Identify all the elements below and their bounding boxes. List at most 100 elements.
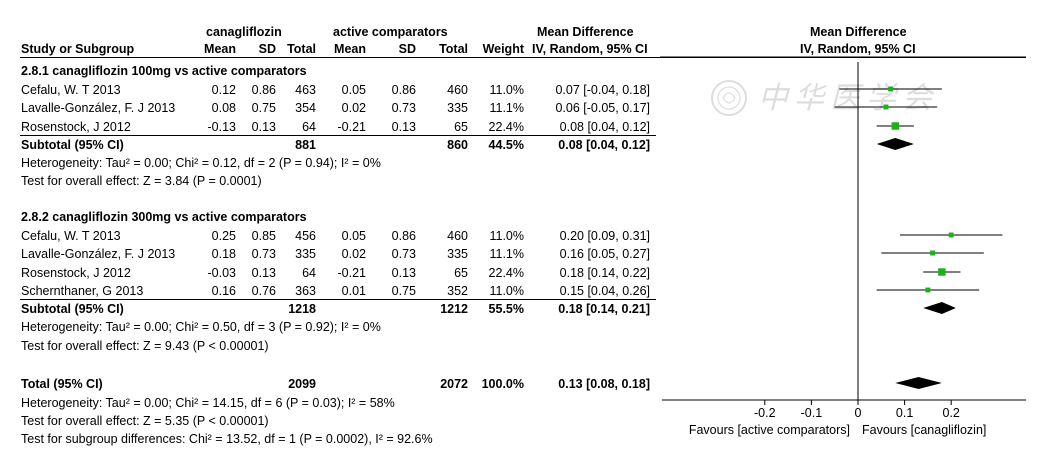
study-point-marker [938, 268, 946, 276]
sd2: 0.86 [391, 83, 416, 97]
sd2: 0.13 [391, 266, 416, 280]
sd1: 0.75 [251, 101, 276, 115]
group2-header: active comparators [333, 25, 448, 39]
total-overall-effect-text: Test for overall effect: Z = 5.35 (P < 0… [21, 414, 269, 428]
study-name: Rosenstock, J 2012 [21, 266, 131, 280]
ci: 0.08 [0.04, 0.12] [559, 120, 650, 134]
plot-title: Mean Difference [810, 25, 907, 39]
col-total2: Total [439, 42, 468, 56]
x-tick-label: 0.1 [896, 406, 913, 420]
mean2: -0.21 [337, 120, 367, 134]
sd1: 0.76 [251, 284, 276, 298]
mean2: -0.21 [337, 266, 367, 280]
mean1: 0.08 [211, 101, 236, 115]
study-point-marker [925, 287, 931, 293]
overall-effect-text: Test for overall effect: Z = 3.84 (P = 0… [21, 174, 262, 188]
subtotal-weight: 44.5% [488, 138, 524, 152]
mean2: 0.02 [341, 101, 366, 115]
mean2: 0.05 [341, 229, 366, 243]
sd1: 0.13 [251, 266, 276, 280]
col-mean2: Mean [334, 42, 366, 56]
weight: 11.0% [489, 284, 524, 298]
mean1: -0.03 [207, 266, 237, 280]
mean1: -0.13 [207, 120, 237, 134]
total-total2: 2072 [440, 377, 468, 391]
mean1: 0.18 [211, 247, 236, 261]
subgroup-title: 2.8.2 canagliflozin 300mg vs active comp… [21, 210, 307, 224]
subtotal-rule [20, 299, 656, 300]
study-point-marker [883, 104, 889, 110]
col-sd1: SD [258, 42, 276, 56]
subtotal-total2: 1212 [440, 302, 468, 316]
watermark-seal [711, 80, 747, 116]
group1-header: canagliflozin [206, 25, 282, 39]
total-label: Total (95% CI) [21, 377, 103, 391]
x-tick-label: -0.2 [754, 406, 776, 420]
study-name: Lavalle-González, F. J 2013 [21, 101, 176, 115]
sd2: 0.13 [391, 120, 416, 134]
subtotal-ci: 0.18 [0.14, 0.21] [558, 302, 650, 316]
sd1: 0.73 [251, 247, 276, 261]
ci: 0.06 [-0.05, 0.17] [555, 101, 650, 115]
sd2: 0.86 [391, 229, 416, 243]
x-tick-label: -0.1 [801, 406, 823, 420]
mean2: 0.05 [341, 83, 366, 97]
total1: 64 [302, 266, 316, 280]
col-sd2: SD [398, 42, 416, 56]
heterogeneity-text: Heterogeneity: Tau² = 0.00; Chi² = 0.50,… [21, 320, 381, 334]
total1: 335 [295, 247, 316, 261]
sd1: 0.85 [251, 229, 276, 243]
sd1: 0.13 [251, 120, 276, 134]
watermark-text: 中华医学会 [758, 81, 938, 116]
subtotal-label: Subtotal (95% CI) [21, 302, 124, 316]
sd2: 0.73 [391, 247, 416, 261]
total2: 335 [447, 247, 468, 261]
overall-effect-text: Test for overall effect: Z = 9.43 (P < 0… [21, 339, 269, 353]
mean1: 0.25 [211, 229, 236, 243]
sd2: 0.75 [391, 284, 416, 298]
total-ci: 0.13 [0.08, 0.18] [558, 377, 650, 391]
favours-left-label: Favours [active comparators] [689, 423, 850, 437]
ci: 0.20 [0.09, 0.31] [559, 229, 650, 243]
weight: 11.1% [489, 101, 524, 115]
total-total1: 2099 [288, 377, 316, 391]
subtotal-ci: 0.08 [0.04, 0.12] [558, 138, 650, 152]
ci: 0.16 [0.05, 0.27] [559, 247, 650, 261]
total2: 460 [447, 83, 468, 97]
sd1: 0.86 [251, 83, 276, 97]
ci: 0.18 [0.14, 0.22] [559, 266, 650, 280]
col-total1: Total [287, 42, 316, 56]
weight: 11.0% [489, 83, 524, 97]
total1: 463 [295, 83, 316, 97]
mean2: 0.02 [341, 247, 366, 261]
study-point-marker [891, 122, 899, 130]
subtotal-total1: 1218 [288, 302, 316, 316]
x-tick-label: 0.2 [943, 406, 960, 420]
mean1: 0.16 [211, 284, 236, 298]
total1: 363 [295, 284, 316, 298]
subgroup-title: 2.8.1 canagliflozin 100mg vs active comp… [21, 64, 307, 78]
subtotal-total1: 881 [295, 138, 316, 152]
study-point-marker [888, 86, 894, 92]
subtotal-total2: 860 [447, 138, 468, 152]
total2: 335 [447, 101, 468, 115]
weight: 22.4% [488, 120, 524, 134]
study-name: Lavalle-González, F. J 2013 [21, 247, 176, 261]
study-point-marker [930, 250, 936, 256]
col-weight: Weight [482, 42, 524, 56]
col-mean1: Mean [204, 42, 236, 56]
col-ci: IV, Random, 95% CI [532, 42, 648, 56]
total1: 64 [302, 120, 316, 134]
study-name: Cefalu, W. T 2013 [21, 229, 121, 243]
subgroup-difference-text: Test for subgroup differences: Chi² = 13… [21, 432, 433, 446]
watermark-seal-emblem [722, 92, 736, 104]
x-tick-label: 0 [855, 406, 862, 420]
weight: 11.0% [489, 229, 524, 243]
favours-right-label: Favours [canagliflozin] [862, 423, 986, 437]
study-point-marker [948, 232, 954, 238]
header-rule [20, 57, 1026, 58]
total1: 456 [295, 229, 316, 243]
weight: 22.4% [488, 266, 524, 280]
ci: 0.07 [-0.04, 0.18] [555, 83, 650, 97]
